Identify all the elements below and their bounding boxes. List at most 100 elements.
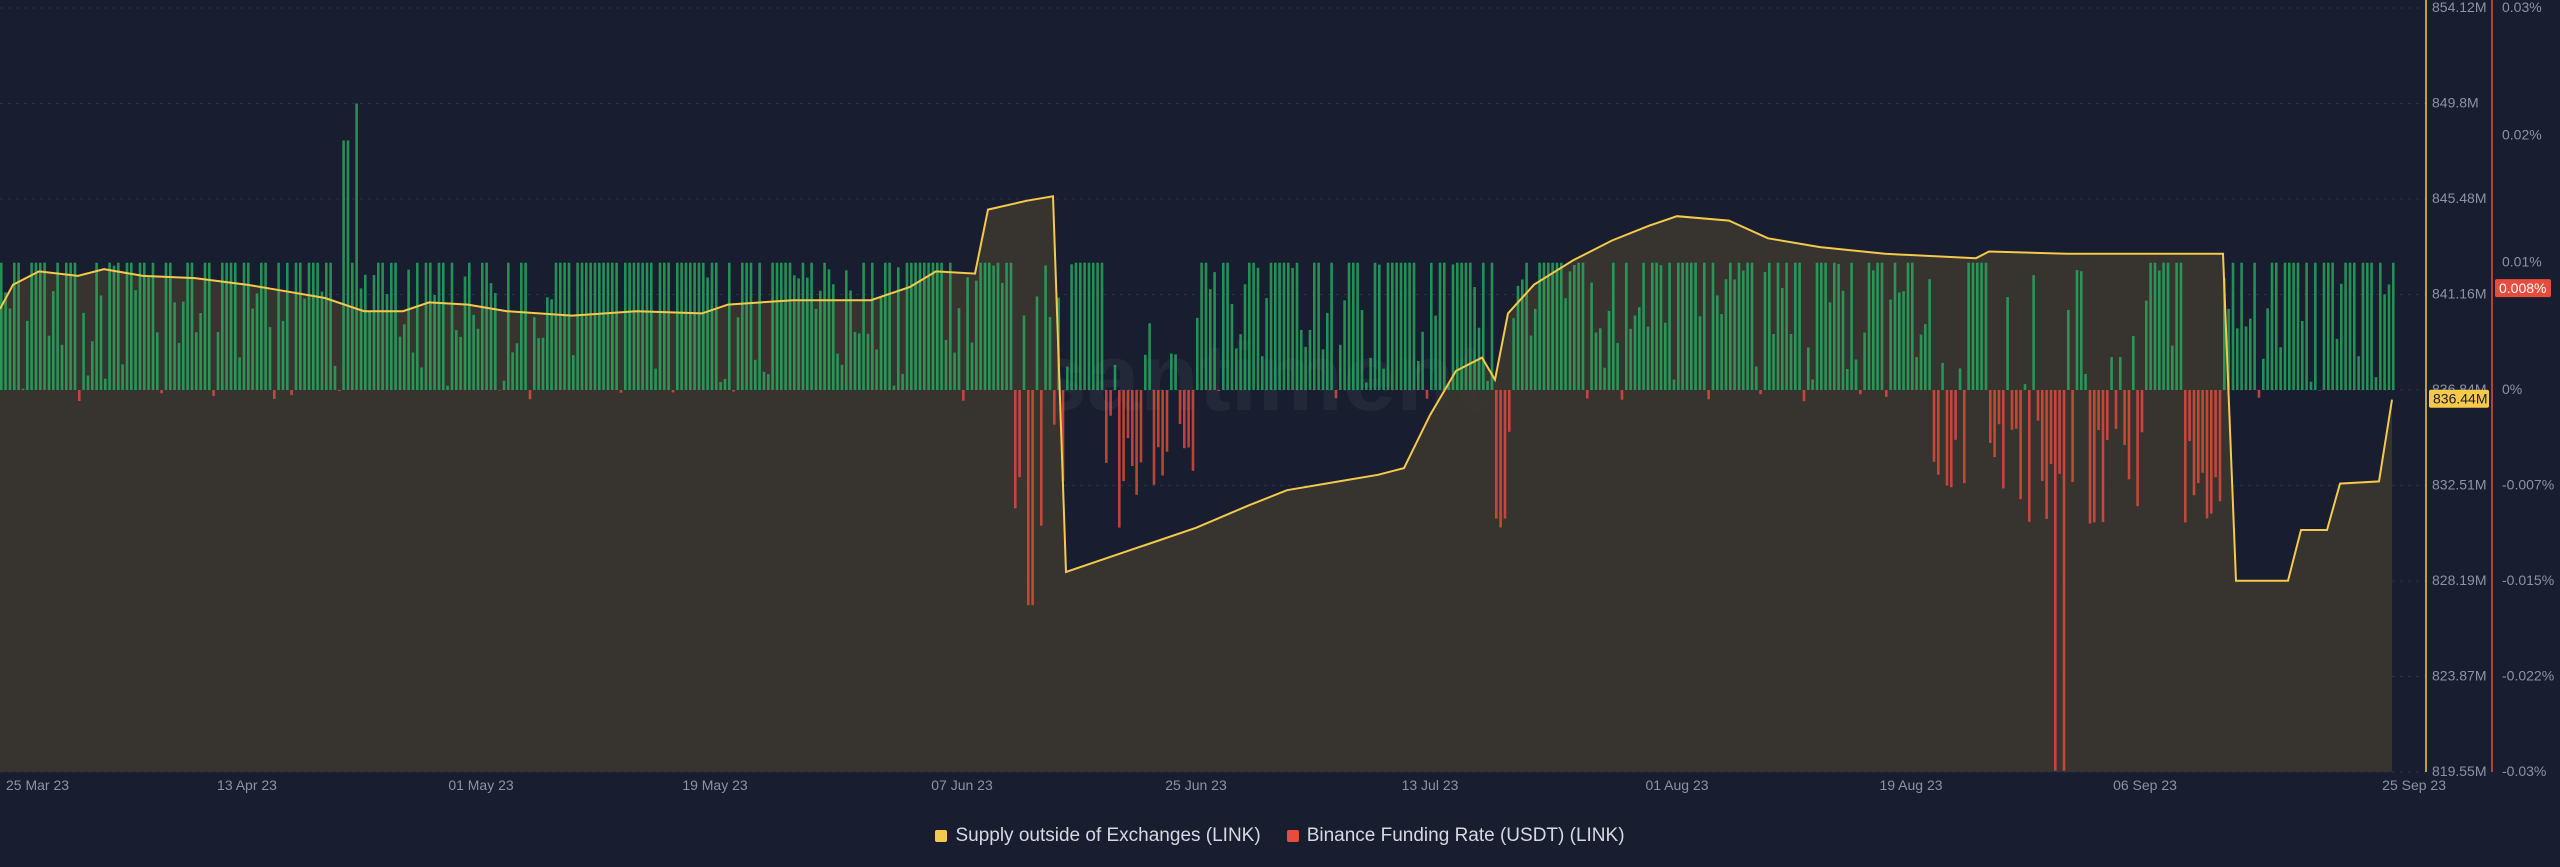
funding-bar [2049, 390, 2053, 465]
x-tick-label: 25 Sep 23 [2382, 777, 2446, 793]
funding-bar [1243, 284, 1247, 390]
funding-bar [2101, 390, 2105, 523]
funding-bar [1226, 262, 1229, 390]
funding-bar [260, 262, 263, 390]
funding-bar [996, 262, 1000, 390]
funding-bar [1018, 390, 1021, 478]
funding-bar [2119, 357, 2122, 390]
right-tick-label: 0.02% [2502, 126, 2542, 142]
right-tick-label: 0.01% [2502, 254, 2542, 270]
funding-bar [1911, 262, 1914, 390]
funding-bar [1157, 390, 1160, 448]
funding-bar [697, 262, 701, 390]
funding-bar [1412, 262, 1416, 390]
funding-bar [1148, 323, 1151, 390]
funding-bar [468, 262, 471, 390]
funding-bar [1343, 300, 1346, 390]
funding-bar [1629, 328, 1632, 390]
funding-bar [1295, 262, 1299, 390]
funding-bar [823, 262, 826, 390]
funding-bar [1815, 262, 1819, 390]
funding-bar [2366, 262, 2369, 390]
funding-bar [2067, 309, 2070, 390]
funding-bar [1742, 270, 1745, 390]
funding-bar [745, 262, 748, 390]
funding-bar [182, 301, 185, 390]
funding-bar [346, 140, 350, 390]
funding-bar [970, 342, 974, 390]
funding-bar [2158, 270, 2161, 390]
funding-bar [394, 262, 397, 390]
left-tick-label: 841.16M [2432, 286, 2486, 302]
funding-bar [1222, 262, 1225, 390]
funding-bar [2318, 390, 2321, 391]
funding-bar [1291, 267, 1294, 390]
funding-bar [702, 262, 705, 390]
left-current-value-badge [2429, 389, 2489, 408]
funding-bar [1248, 262, 1251, 390]
funding-bar [390, 262, 393, 390]
funding-bar [2374, 377, 2378, 390]
funding-bar [2361, 262, 2365, 390]
funding-bar [862, 262, 865, 390]
funding-bar [2201, 390, 2204, 473]
funding-bar [1941, 362, 1944, 390]
funding-bar [1200, 262, 1203, 390]
funding-bar [901, 373, 904, 390]
funding-bar [307, 262, 311, 390]
funding-bar [1547, 262, 1550, 390]
funding-bar [780, 262, 783, 390]
funding-bar [1772, 334, 1775, 390]
funding-bar [1399, 262, 1403, 390]
funding-bar [1252, 262, 1255, 390]
funding-bar [234, 262, 237, 390]
funding-bar [1074, 262, 1078, 390]
funding-bar [1785, 262, 1788, 390]
funding-bar [1963, 390, 1966, 484]
funding-bar [442, 262, 445, 390]
funding-bar [195, 332, 198, 390]
funding-bar [1525, 262, 1528, 390]
funding-bar [1807, 347, 1810, 390]
funding-bar [1954, 390, 1957, 440]
funding-bar [1932, 390, 1936, 462]
funding-bar [1902, 291, 1905, 390]
funding-bar [1620, 390, 1624, 400]
funding-bar [1139, 390, 1143, 463]
right-tick-label: -0.022% [2502, 668, 2554, 684]
funding-bar [403, 324, 406, 390]
funding-bar [1170, 353, 1173, 390]
funding-bar [1672, 379, 1676, 390]
funding-bar [2279, 347, 2282, 390]
funding-bar [2140, 390, 2144, 433]
legend-item-supply[interactable]: Supply outside of Exchanges (LINK) [935, 825, 1261, 847]
funding-bar [351, 262, 354, 390]
funding-bar [1269, 262, 1273, 390]
funding-bar [398, 336, 402, 390]
funding-bar [281, 321, 285, 390]
right-current-value-badge [2495, 279, 2551, 298]
funding-bar [1378, 264, 1381, 390]
funding-bar [1837, 264, 1840, 390]
funding-bar [1828, 302, 1832, 390]
funding-bar [1347, 262, 1351, 390]
funding-bar [728, 262, 731, 390]
funding-bar [407, 269, 410, 390]
funding-bar [1590, 282, 1593, 390]
funding-bar [650, 262, 653, 390]
funding-bar [706, 277, 709, 390]
legend-item-funding[interactable]: Binance Funding Rate (USDT) (LINK) [1286, 825, 1625, 847]
funding-bar [472, 314, 475, 390]
funding-bar [99, 295, 103, 390]
x-tick-label: 25 Jun 23 [1165, 777, 1227, 793]
funding-bar [849, 290, 852, 390]
funding-bar [2088, 390, 2092, 524]
funding-bar [2253, 262, 2256, 390]
funding-bar [1850, 262, 1853, 390]
funding-bar [2110, 357, 2113, 390]
funding-bar [1616, 343, 1619, 390]
funding-bar [238, 357, 241, 390]
funding-bar [264, 262, 267, 390]
funding-bar [775, 262, 779, 390]
funding-bar [1776, 262, 1780, 390]
